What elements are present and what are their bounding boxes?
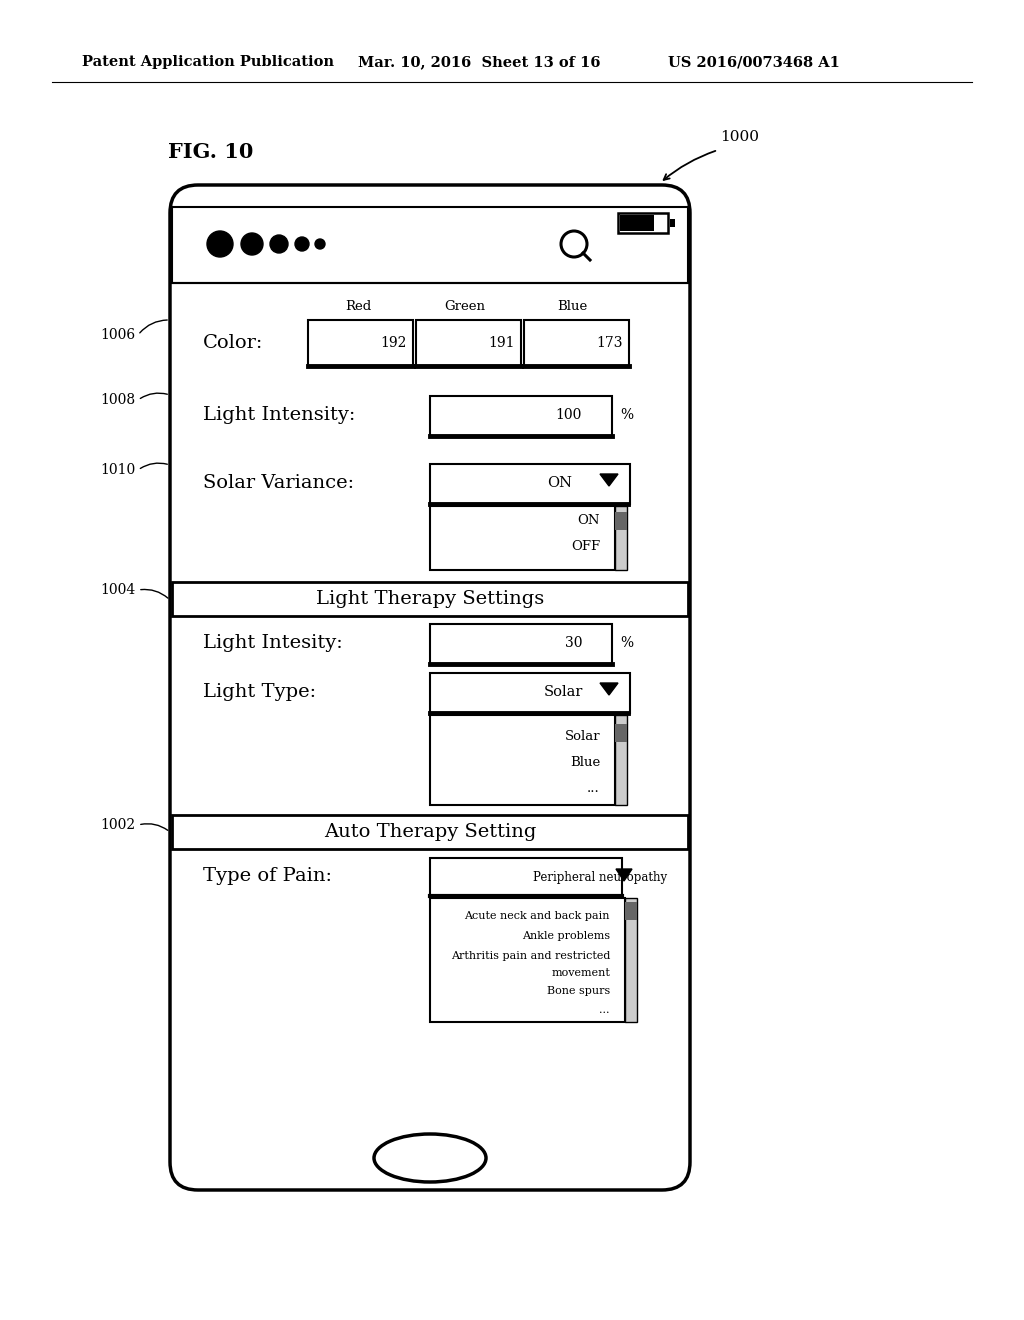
Text: Mar. 10, 2016  Sheet 13 of 16: Mar. 10, 2016 Sheet 13 of 16 [358,55,600,69]
FancyBboxPatch shape [170,185,690,1191]
Polygon shape [600,474,618,486]
Ellipse shape [374,1134,486,1181]
Circle shape [561,231,587,257]
Text: %: % [620,636,633,649]
Text: movement: movement [551,968,610,978]
Text: 1000: 1000 [720,129,759,144]
Bar [620,215,654,231]
Bar [430,396,612,436]
Bar [172,207,688,282]
Bar [416,319,521,366]
Circle shape [270,235,288,253]
Text: 100: 100 [556,408,582,422]
Text: Light Intensity:: Light Intensity: [203,407,355,424]
Bar [430,506,615,570]
Text: %: % [620,408,633,422]
Text: 30: 30 [564,636,582,649]
Circle shape [241,234,263,255]
Bar [670,219,675,227]
Text: Type of Pain:: Type of Pain: [203,867,332,884]
Circle shape [295,238,309,251]
Text: ...: ... [599,1005,610,1015]
Text: FIG. 10: FIG. 10 [168,143,253,162]
Text: Arthritis pain and restricted: Arthritis pain and restricted [451,950,610,961]
Bar [625,898,637,1022]
Text: Acute neck and back pain: Acute neck and back pain [465,911,610,921]
Bar [430,715,615,805]
Circle shape [315,239,325,249]
Text: Light Type:: Light Type: [203,682,316,701]
Bar [172,582,688,616]
Text: Blue: Blue [569,755,600,768]
Text: 173: 173 [597,337,623,350]
Text: ON: ON [548,477,572,490]
Text: Blue: Blue [557,300,587,313]
Text: Green: Green [444,300,485,313]
Bar [615,715,627,805]
Text: Patent Application Publication: Patent Application Publication [82,55,334,69]
Bar [615,723,627,742]
Bar [524,319,629,366]
Text: US 2016/0073468 A1: US 2016/0073468 A1 [668,55,840,69]
Bar [625,902,637,920]
Text: Red: Red [345,300,371,313]
Bar [615,512,627,531]
Text: 191: 191 [488,337,515,350]
Text: Solar: Solar [544,685,583,700]
Text: Auto Therapy Setting: Auto Therapy Setting [324,822,537,841]
Text: 1004: 1004 [100,583,135,597]
Bar [172,814,688,849]
Bar [430,673,630,713]
Bar [618,213,668,234]
Polygon shape [616,869,632,880]
Text: ...: ... [587,781,600,795]
Bar [430,624,612,664]
Text: Bone spurs: Bone spurs [547,986,610,997]
Bar [430,858,622,896]
Text: Peripheral neuropathy: Peripheral neuropathy [532,870,667,883]
Text: 1008: 1008 [100,393,135,407]
Bar [430,898,625,1022]
Text: Light Therapy Settings: Light Therapy Settings [315,590,544,609]
Bar [615,506,627,570]
Bar [308,319,413,366]
Text: Light Intesity:: Light Intesity: [203,634,343,652]
Bar [430,465,630,504]
Text: Solar: Solar [564,730,600,742]
Polygon shape [600,682,618,696]
Text: Color:: Color: [203,334,263,352]
Text: 1006: 1006 [100,327,135,342]
Text: 192: 192 [381,337,407,350]
Text: OFF: OFF [570,540,600,553]
Text: Solar Variance:: Solar Variance: [203,474,354,492]
Text: ON: ON [578,515,600,528]
Circle shape [207,231,233,257]
Text: Ankle problems: Ankle problems [522,931,610,941]
Text: 1010: 1010 [100,463,135,477]
Text: 1002: 1002 [100,818,135,832]
